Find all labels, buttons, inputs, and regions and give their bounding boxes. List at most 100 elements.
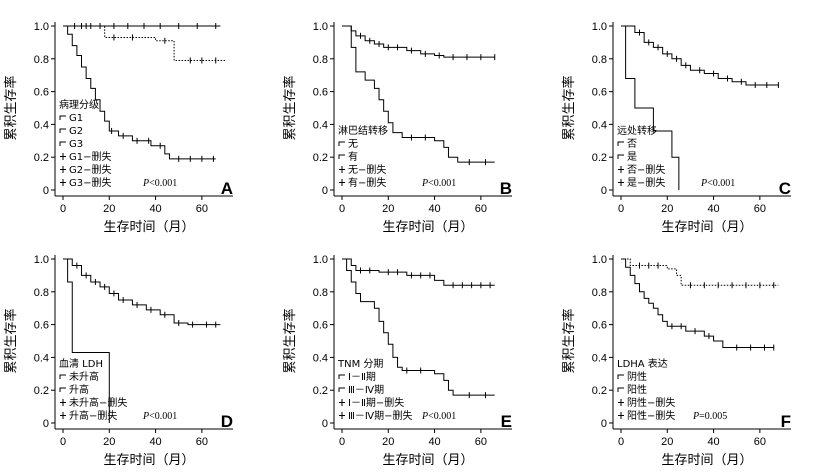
x-axis-label: 生存时间（月） bbox=[382, 220, 473, 235]
y-tick-label: 0.4 bbox=[313, 352, 328, 364]
x-tick-label: 0 bbox=[339, 203, 345, 215]
panel-letter: D bbox=[221, 412, 233, 431]
y-tick-label: 0.2 bbox=[313, 385, 328, 397]
x-tick-label: 60 bbox=[196, 203, 208, 215]
survival-curve-2 bbox=[342, 25, 495, 163]
p-value-number: <0.001 bbox=[707, 178, 735, 189]
p-value: P<0.001 bbox=[421, 411, 456, 422]
y-tick-label: 0 bbox=[322, 185, 328, 197]
x-tick-label: 60 bbox=[754, 203, 766, 215]
p-value-number: <0.001 bbox=[149, 178, 177, 189]
x-tick-label: 60 bbox=[754, 436, 766, 448]
y-tick-label: 1.0 bbox=[313, 254, 328, 266]
legend-line-symbol bbox=[617, 374, 624, 379]
legend-line-symbol bbox=[59, 128, 66, 133]
legend-item: 是−删失 bbox=[627, 176, 665, 189]
x-axis-label: 生存时间（月） bbox=[661, 220, 752, 235]
p-value: P=0.005 bbox=[692, 411, 727, 422]
y-tick-label: 1.0 bbox=[313, 21, 328, 33]
p-value: P<0.001 bbox=[142, 411, 177, 422]
y-axis-label: 累积生存率 bbox=[561, 75, 577, 140]
survival-curve-1 bbox=[621, 258, 779, 286]
y-tick-label: 0.6 bbox=[34, 320, 49, 332]
y-tick-label: 1.0 bbox=[34, 254, 49, 266]
p-value-symbol: P bbox=[700, 178, 707, 189]
y-tick-label: 0.2 bbox=[592, 152, 607, 164]
x-tick-label: 20 bbox=[103, 436, 115, 448]
x-tick-label: 0 bbox=[60, 436, 66, 448]
legend-title: LDHA 表达 bbox=[617, 357, 668, 370]
legend-item: G1−删失 bbox=[69, 150, 112, 163]
y-axis-label: 累积生存率 bbox=[3, 75, 19, 140]
legend-item: G2−删失 bbox=[69, 163, 112, 176]
y-tick-label: 0.8 bbox=[313, 54, 328, 66]
y-tick-label: 0.4 bbox=[313, 119, 328, 131]
legend-item: 否 bbox=[627, 138, 637, 150]
p-value: P<0.001 bbox=[421, 178, 456, 189]
x-tick-label: 0 bbox=[339, 436, 345, 448]
legend-line-symbol bbox=[617, 141, 624, 146]
survival-curve-2 bbox=[63, 25, 225, 61]
y-axis-label: 累积生存率 bbox=[282, 75, 298, 140]
p-value-symbol: P bbox=[692, 411, 699, 422]
panel-letter: B bbox=[500, 179, 512, 198]
x-tick-label: 0 bbox=[618, 436, 624, 448]
x-tick-label: 20 bbox=[382, 436, 394, 448]
x-tick-label: 40 bbox=[428, 203, 440, 215]
x-axis-label: 生存时间（月） bbox=[103, 220, 194, 235]
y-tick-label: 1.0 bbox=[592, 254, 607, 266]
legend-line-symbol bbox=[59, 387, 66, 392]
y-tick-label: 0.6 bbox=[34, 87, 49, 99]
legend-item: Ⅲ－Ⅳ期−删失 bbox=[348, 409, 413, 422]
legend-item: 无−删失 bbox=[348, 163, 386, 176]
y-tick-label: 0.2 bbox=[313, 152, 328, 164]
legend-line-symbol bbox=[338, 154, 345, 159]
legend-item: 阳性−删失 bbox=[627, 409, 675, 422]
legend-line-symbol bbox=[59, 374, 66, 379]
legend-item: 升高−删失 bbox=[69, 409, 117, 422]
y-axis-label: 累积生存率 bbox=[561, 308, 577, 373]
legend-item: Ⅰ－Ⅱ期 bbox=[348, 371, 376, 383]
legend-item: G2 bbox=[69, 126, 83, 137]
y-tick-label: 0.8 bbox=[592, 54, 607, 66]
y-tick-label: 0.2 bbox=[34, 385, 49, 397]
y-tick-label: 1.0 bbox=[592, 21, 607, 33]
legend-title: TNM 分期 bbox=[337, 358, 383, 370]
legend-title: 血清 LDH bbox=[59, 357, 103, 370]
survival-curve-1 bbox=[621, 25, 779, 86]
p-value-number: <0.001 bbox=[149, 411, 177, 422]
p-value-symbol: P bbox=[421, 178, 428, 189]
legend-item: Ⅲ－Ⅳ期 bbox=[348, 384, 384, 396]
legend-item: Ⅰ－Ⅱ期−删失 bbox=[348, 396, 404, 409]
y-tick-label: 0 bbox=[43, 418, 49, 430]
x-tick-label: 40 bbox=[707, 203, 719, 215]
survival-curve-2 bbox=[621, 258, 774, 349]
x-tick-label: 60 bbox=[196, 436, 208, 448]
p-value-symbol: P bbox=[142, 178, 149, 189]
y-tick-label: 0 bbox=[601, 185, 607, 197]
survival-curve-2 bbox=[63, 258, 110, 423]
y-tick-label: 0.8 bbox=[34, 287, 49, 299]
y-tick-label: 0 bbox=[43, 185, 49, 197]
x-tick-label: 40 bbox=[428, 436, 440, 448]
legend-item: 是 bbox=[627, 151, 637, 163]
legend-item: 否−删失 bbox=[627, 163, 665, 176]
panel-letter: E bbox=[501, 412, 512, 431]
y-tick-label: 0 bbox=[601, 418, 607, 430]
x-tick-label: 60 bbox=[475, 436, 487, 448]
y-tick-label: 0.2 bbox=[592, 385, 607, 397]
y-tick-label: 0.6 bbox=[313, 320, 328, 332]
survival-curve-2 bbox=[342, 258, 495, 396]
y-tick-label: 0.2 bbox=[34, 152, 49, 164]
legend-item: G3−删失 bbox=[69, 176, 112, 189]
y-tick-label: 0.4 bbox=[34, 352, 49, 364]
y-tick-label: 0.6 bbox=[592, 87, 607, 99]
y-tick-label: 0.4 bbox=[592, 352, 607, 364]
x-tick-label: 0 bbox=[60, 203, 66, 215]
p-value-number: <0.001 bbox=[428, 178, 456, 189]
legend-item: 有−删失 bbox=[348, 176, 386, 189]
